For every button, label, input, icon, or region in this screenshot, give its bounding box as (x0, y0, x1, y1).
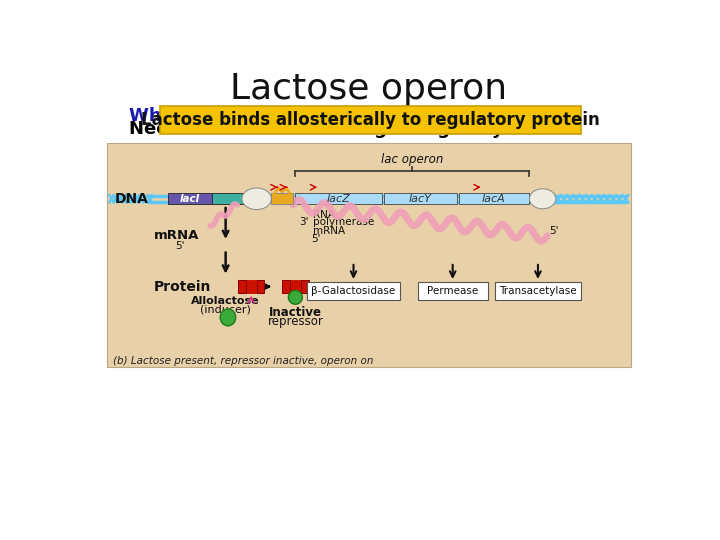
Text: Lactose binds allosterically to regulatory protein: Lactose binds allosterically to regulato… (141, 111, 600, 129)
FancyBboxPatch shape (495, 282, 580, 300)
Text: mRNA: mRNA (313, 226, 346, 236)
FancyBboxPatch shape (459, 193, 528, 204)
Text: (inducer): (inducer) (200, 305, 251, 315)
FancyBboxPatch shape (160, 106, 581, 134)
Text: What happens when lactose is present?: What happens when lactose is present? (129, 106, 531, 125)
Ellipse shape (242, 188, 271, 210)
Text: Allolactose: Allolactose (192, 296, 260, 306)
FancyBboxPatch shape (256, 280, 264, 294)
FancyBboxPatch shape (212, 193, 251, 204)
Ellipse shape (220, 309, 235, 326)
Text: lacY: lacY (409, 194, 431, 204)
FancyBboxPatch shape (384, 193, 457, 204)
Text: lacA: lacA (482, 194, 505, 204)
Text: Need to make lactose-digesting enzymes: Need to make lactose-digesting enzymes (129, 120, 545, 138)
FancyBboxPatch shape (295, 193, 382, 204)
Text: (b) Lactose present, repressor inactive, operon on: (b) Lactose present, repressor inactive,… (113, 356, 374, 366)
Text: 5': 5' (549, 226, 558, 236)
Ellipse shape (529, 189, 556, 209)
Text: Transacetylase: Transacetylase (499, 286, 577, 296)
Text: lacZ: lacZ (327, 194, 351, 204)
Text: Inactive: Inactive (269, 306, 322, 319)
Text: Lactose operon: Lactose operon (230, 72, 508, 106)
Text: lac operon: lac operon (381, 153, 444, 166)
Text: repressor: repressor (267, 315, 323, 328)
Ellipse shape (289, 291, 302, 304)
Text: 3': 3' (299, 217, 309, 227)
FancyBboxPatch shape (238, 280, 246, 294)
Text: lacI: lacI (180, 194, 200, 204)
FancyBboxPatch shape (418, 282, 487, 300)
Text: DNA: DNA (114, 192, 148, 206)
Text: β-Galactosidase: β-Galactosidase (311, 286, 395, 296)
FancyBboxPatch shape (271, 193, 293, 204)
FancyBboxPatch shape (107, 143, 631, 367)
FancyBboxPatch shape (168, 193, 212, 204)
FancyBboxPatch shape (301, 280, 309, 294)
Text: 5': 5' (312, 234, 321, 244)
Text: RNA: RNA (313, 211, 336, 220)
FancyBboxPatch shape (282, 280, 290, 294)
Text: Permease: Permease (427, 286, 478, 296)
Text: 5': 5' (175, 241, 185, 251)
FancyBboxPatch shape (307, 282, 400, 300)
Text: mRNA: mRNA (153, 230, 199, 242)
Text: Protein: Protein (153, 280, 211, 294)
Text: polymerase: polymerase (313, 217, 374, 227)
